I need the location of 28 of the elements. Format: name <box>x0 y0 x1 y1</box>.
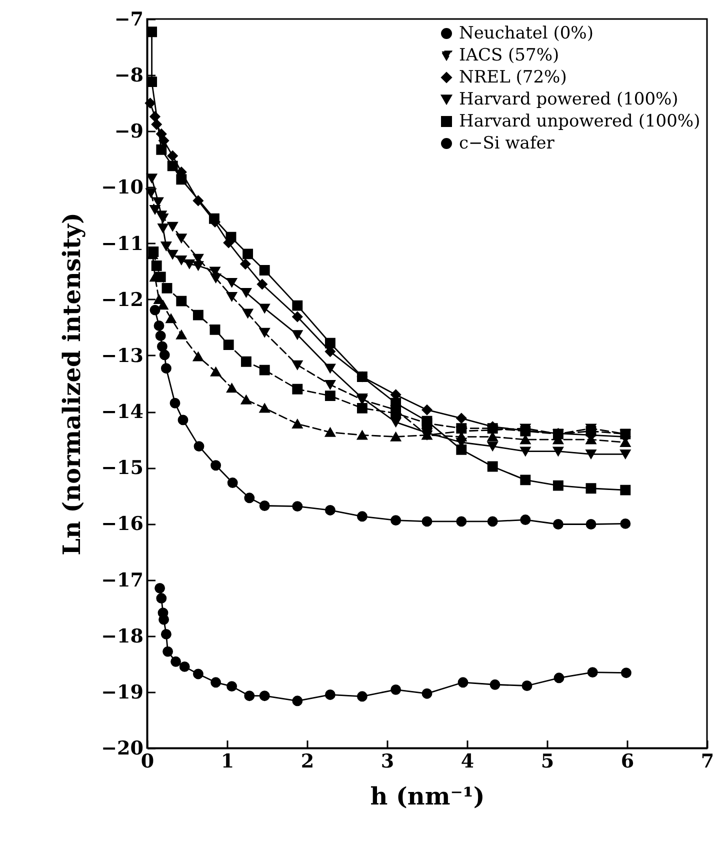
x-tick-label: 7 <box>700 750 714 772</box>
x-axis-title: h (nm⁻¹) <box>370 782 485 810</box>
y-tick-label: −9 <box>114 120 144 143</box>
x-tick-label: 3 <box>380 750 394 772</box>
y-tick-label: −12 <box>101 288 144 311</box>
y-tick-label: −14 <box>101 401 144 424</box>
y-tick-label: −10 <box>101 176 144 199</box>
x-tick-label: 1 <box>220 750 234 772</box>
y-tick-label: −17 <box>101 569 144 592</box>
y-tick-label: −19 <box>101 681 144 704</box>
y-tick-label: −15 <box>101 457 144 480</box>
legend-label: c−Si wafer <box>459 134 556 154</box>
legend-label: Harvard unpowered (100%) <box>459 112 700 132</box>
legend-label: NREL (72%) <box>459 68 567 88</box>
legend-label: Neuchatel (0%) <box>459 24 594 44</box>
x-tick-label: 6 <box>620 750 634 772</box>
y-tick-label: −11 <box>101 232 144 255</box>
x-tick-label: 5 <box>540 750 554 772</box>
legend-label: IACS (57%) <box>459 46 560 66</box>
x-tick-label: 2 <box>300 750 314 772</box>
y-tick-label: −18 <box>101 625 144 648</box>
y-tick-label: −8 <box>114 64 144 87</box>
legend-label: Harvard powered (100%) <box>459 90 678 110</box>
y-tick-label: −16 <box>101 513 144 536</box>
x-tick-label: 4 <box>460 750 474 772</box>
y-tick-label: −13 <box>101 344 144 367</box>
y-tick-label: −7 <box>114 8 144 30</box>
y-axis-title: Ln (normalized intensity) <box>57 212 86 556</box>
